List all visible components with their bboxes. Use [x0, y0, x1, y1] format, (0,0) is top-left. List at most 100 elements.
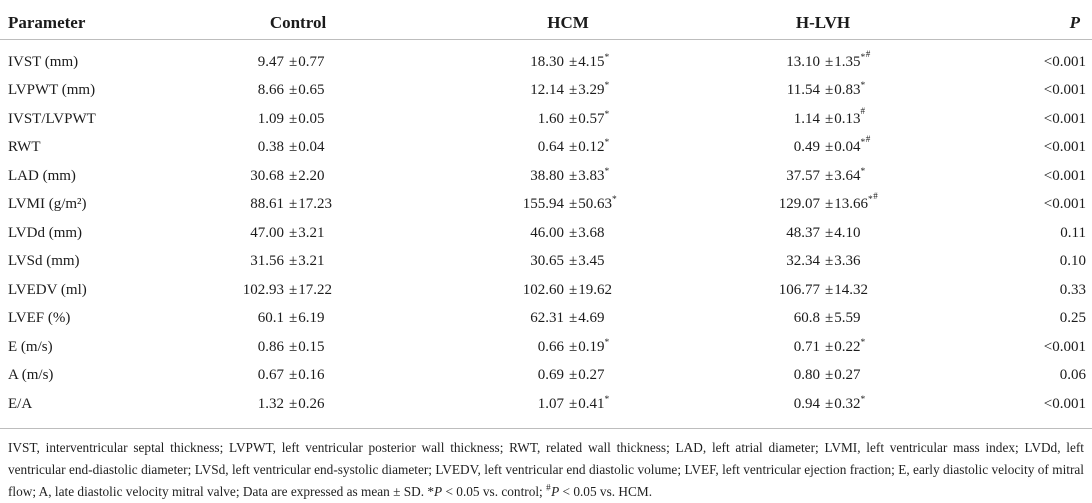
- parameter-label: LVDd (mm): [8, 224, 83, 241]
- plus-minus-sign: ±: [569, 338, 578, 355]
- significance-marker: *: [604, 52, 610, 63]
- hlvh-sd-value: ±3.36: [820, 253, 958, 270]
- plus-minus-sign: ±: [569, 110, 578, 127]
- hlvh-sd-value: ±0.22*: [820, 338, 958, 356]
- hcm-mean-value: 30.65: [530, 253, 564, 270]
- p-value: <0.001: [1043, 110, 1086, 127]
- table-body: IVST (mm) 9.47 ±0.77 18.30 ±4.15* 13.10 ±1.35*…: [0, 40, 1092, 419]
- plus-minus-sign: ±: [289, 253, 298, 270]
- table-row: A (m/s) 0.67 ±0.16 0.69 ±0.27 0.80 ±0.27 0.06: [0, 362, 1092, 391]
- footnote-text: IVST, interventricular septal thickness;…: [0, 429, 1092, 503]
- hcm-sd-number: 3.45: [578, 253, 605, 270]
- parameter-label: LVMI (g/m²): [8, 196, 87, 213]
- hlvh-sd-number: 0.22: [834, 338, 861, 355]
- column-header-parameter: Parameter: [8, 12, 86, 32]
- significance-marker: #: [865, 48, 871, 59]
- table-header: Parameter Control HCM H-LVH P: [0, 0, 1092, 40]
- hcm-mean-value: 18.30: [530, 53, 564, 70]
- control-mean-value: 9.47: [257, 53, 284, 70]
- significance-marker: *: [604, 138, 610, 149]
- control-sd-number: 6.19: [298, 310, 325, 327]
- hcm-sd-number: 4.15: [578, 53, 605, 70]
- footnote-segment: P: [434, 483, 443, 499]
- hcm-mean-value: 0.69: [537, 367, 564, 384]
- hcm-sd-value: ±0.41*: [564, 395, 718, 413]
- plus-minus-sign: ±: [569, 167, 578, 184]
- hlvh-mean-value: 11.54: [786, 82, 820, 99]
- hlvh-sd-value: ±4.10: [820, 225, 958, 242]
- control-mean-value: 0.38: [257, 139, 284, 156]
- plus-minus-sign: ±: [569, 196, 578, 213]
- p-value: <0.001: [1043, 338, 1086, 355]
- parameter-label: E/A: [8, 395, 33, 412]
- hcm-mean-value: 1.60: [537, 110, 564, 127]
- hlvh-sd-number: 0.32: [834, 395, 861, 412]
- footnote-segment: IVST, interventricular septal thickness;…: [8, 439, 1084, 499]
- hlvh-sd-number: 0.83: [834, 82, 861, 99]
- hlvh-mean-value: 0.80: [793, 367, 820, 384]
- significance-marker: #: [860, 105, 866, 116]
- hcm-mean-value: 46.00: [530, 224, 564, 241]
- parameter-label: RWT: [8, 139, 41, 156]
- hcm-mean-value: 155.94: [522, 196, 564, 213]
- parameter-label: IVST/LVPWT: [8, 110, 96, 127]
- hlvh-mean-value: 129.07: [778, 196, 820, 213]
- hlvh-sd-value: ±13.66*#: [820, 192, 958, 213]
- control-sd-value: ±0.15: [284, 339, 438, 356]
- table-row: LVEF (%) 60.1 ±6.19 62.31 ±4.69 60.8 ±5.59 0.25: [0, 305, 1092, 334]
- control-sd-number: 2.20: [298, 167, 325, 184]
- plus-minus-sign: ±: [289, 367, 298, 384]
- plus-minus-sign: ±: [825, 139, 834, 156]
- control-mean-value: 47.00: [250, 224, 284, 241]
- hlvh-sd-value: ±1.35*#: [820, 49, 958, 71]
- control-mean-value: 88.61: [250, 196, 284, 213]
- hcm-sd-value: ±0.57*: [564, 110, 718, 128]
- hlvh-sd-number: 3.64: [834, 167, 861, 184]
- control-mean-value: 30.68: [250, 167, 284, 184]
- plus-minus-sign: ±: [569, 281, 578, 298]
- hlvh-sd-number: 0.13: [834, 110, 861, 127]
- plus-minus-sign: ±: [289, 196, 298, 213]
- control-sd-value: ±6.19: [284, 310, 438, 327]
- significance-marker: #: [865, 134, 871, 145]
- footnote-segment: *: [427, 483, 435, 499]
- hlvh-sd-number: 5.59: [834, 310, 861, 327]
- hcm-sd-number: 4.69: [578, 310, 605, 327]
- hcm-mean-value: 38.80: [530, 167, 564, 184]
- control-sd-number: 0.26: [298, 395, 325, 412]
- control-sd-value: ±17.23: [284, 196, 438, 213]
- control-sd-value: ±0.26: [284, 396, 438, 413]
- hcm-sd-value: ±3.83*: [564, 167, 718, 185]
- p-value: 0.33: [1059, 281, 1086, 298]
- footnote-segment: < 0.05 vs. HCM.: [559, 483, 653, 499]
- hcm-sd-number: 3.83: [578, 167, 605, 184]
- hlvh-sd-value: ±3.64*: [820, 167, 958, 185]
- plus-minus-sign: ±: [569, 139, 578, 156]
- control-sd-value: ±0.65: [284, 82, 438, 99]
- footnote-segment: < 0.05 vs. control;: [442, 483, 547, 499]
- hlvh-sd-value: ±0.32*: [820, 394, 958, 413]
- plus-minus-sign: ±: [825, 224, 834, 241]
- control-sd-number: 17.23: [298, 196, 332, 213]
- parameter-label: E (m/s): [8, 338, 53, 355]
- control-mean-value: 0.86: [257, 338, 284, 355]
- control-sd-number: 0.05: [298, 110, 325, 127]
- control-sd-number: 0.16: [298, 367, 325, 384]
- plus-minus-sign: ±: [825, 196, 834, 213]
- control-sd-number: 0.15: [298, 338, 325, 355]
- hcm-sd-number: 50.63: [578, 196, 612, 213]
- plus-minus-sign: ±: [825, 253, 834, 270]
- significance-marker: *: [860, 394, 866, 405]
- hcm-sd-value: ±0.27: [564, 367, 718, 384]
- control-sd-value: ±0.77: [284, 54, 438, 71]
- control-sd-value: ±0.16: [284, 367, 438, 384]
- plus-minus-sign: ±: [569, 224, 578, 241]
- hlvh-mean-value: 1.14: [793, 110, 820, 127]
- hcm-mean-value: 12.14: [530, 82, 564, 99]
- control-mean-value: 1.09: [257, 110, 284, 127]
- plus-minus-sign: ±: [289, 110, 298, 127]
- plus-minus-sign: ±: [825, 167, 834, 184]
- control-sd-number: 0.65: [298, 82, 325, 99]
- table-row: IVST/LVPWT 1.09 ±0.05 1.60 ±0.57* 1.14 ±0.13# <…: [0, 105, 1092, 134]
